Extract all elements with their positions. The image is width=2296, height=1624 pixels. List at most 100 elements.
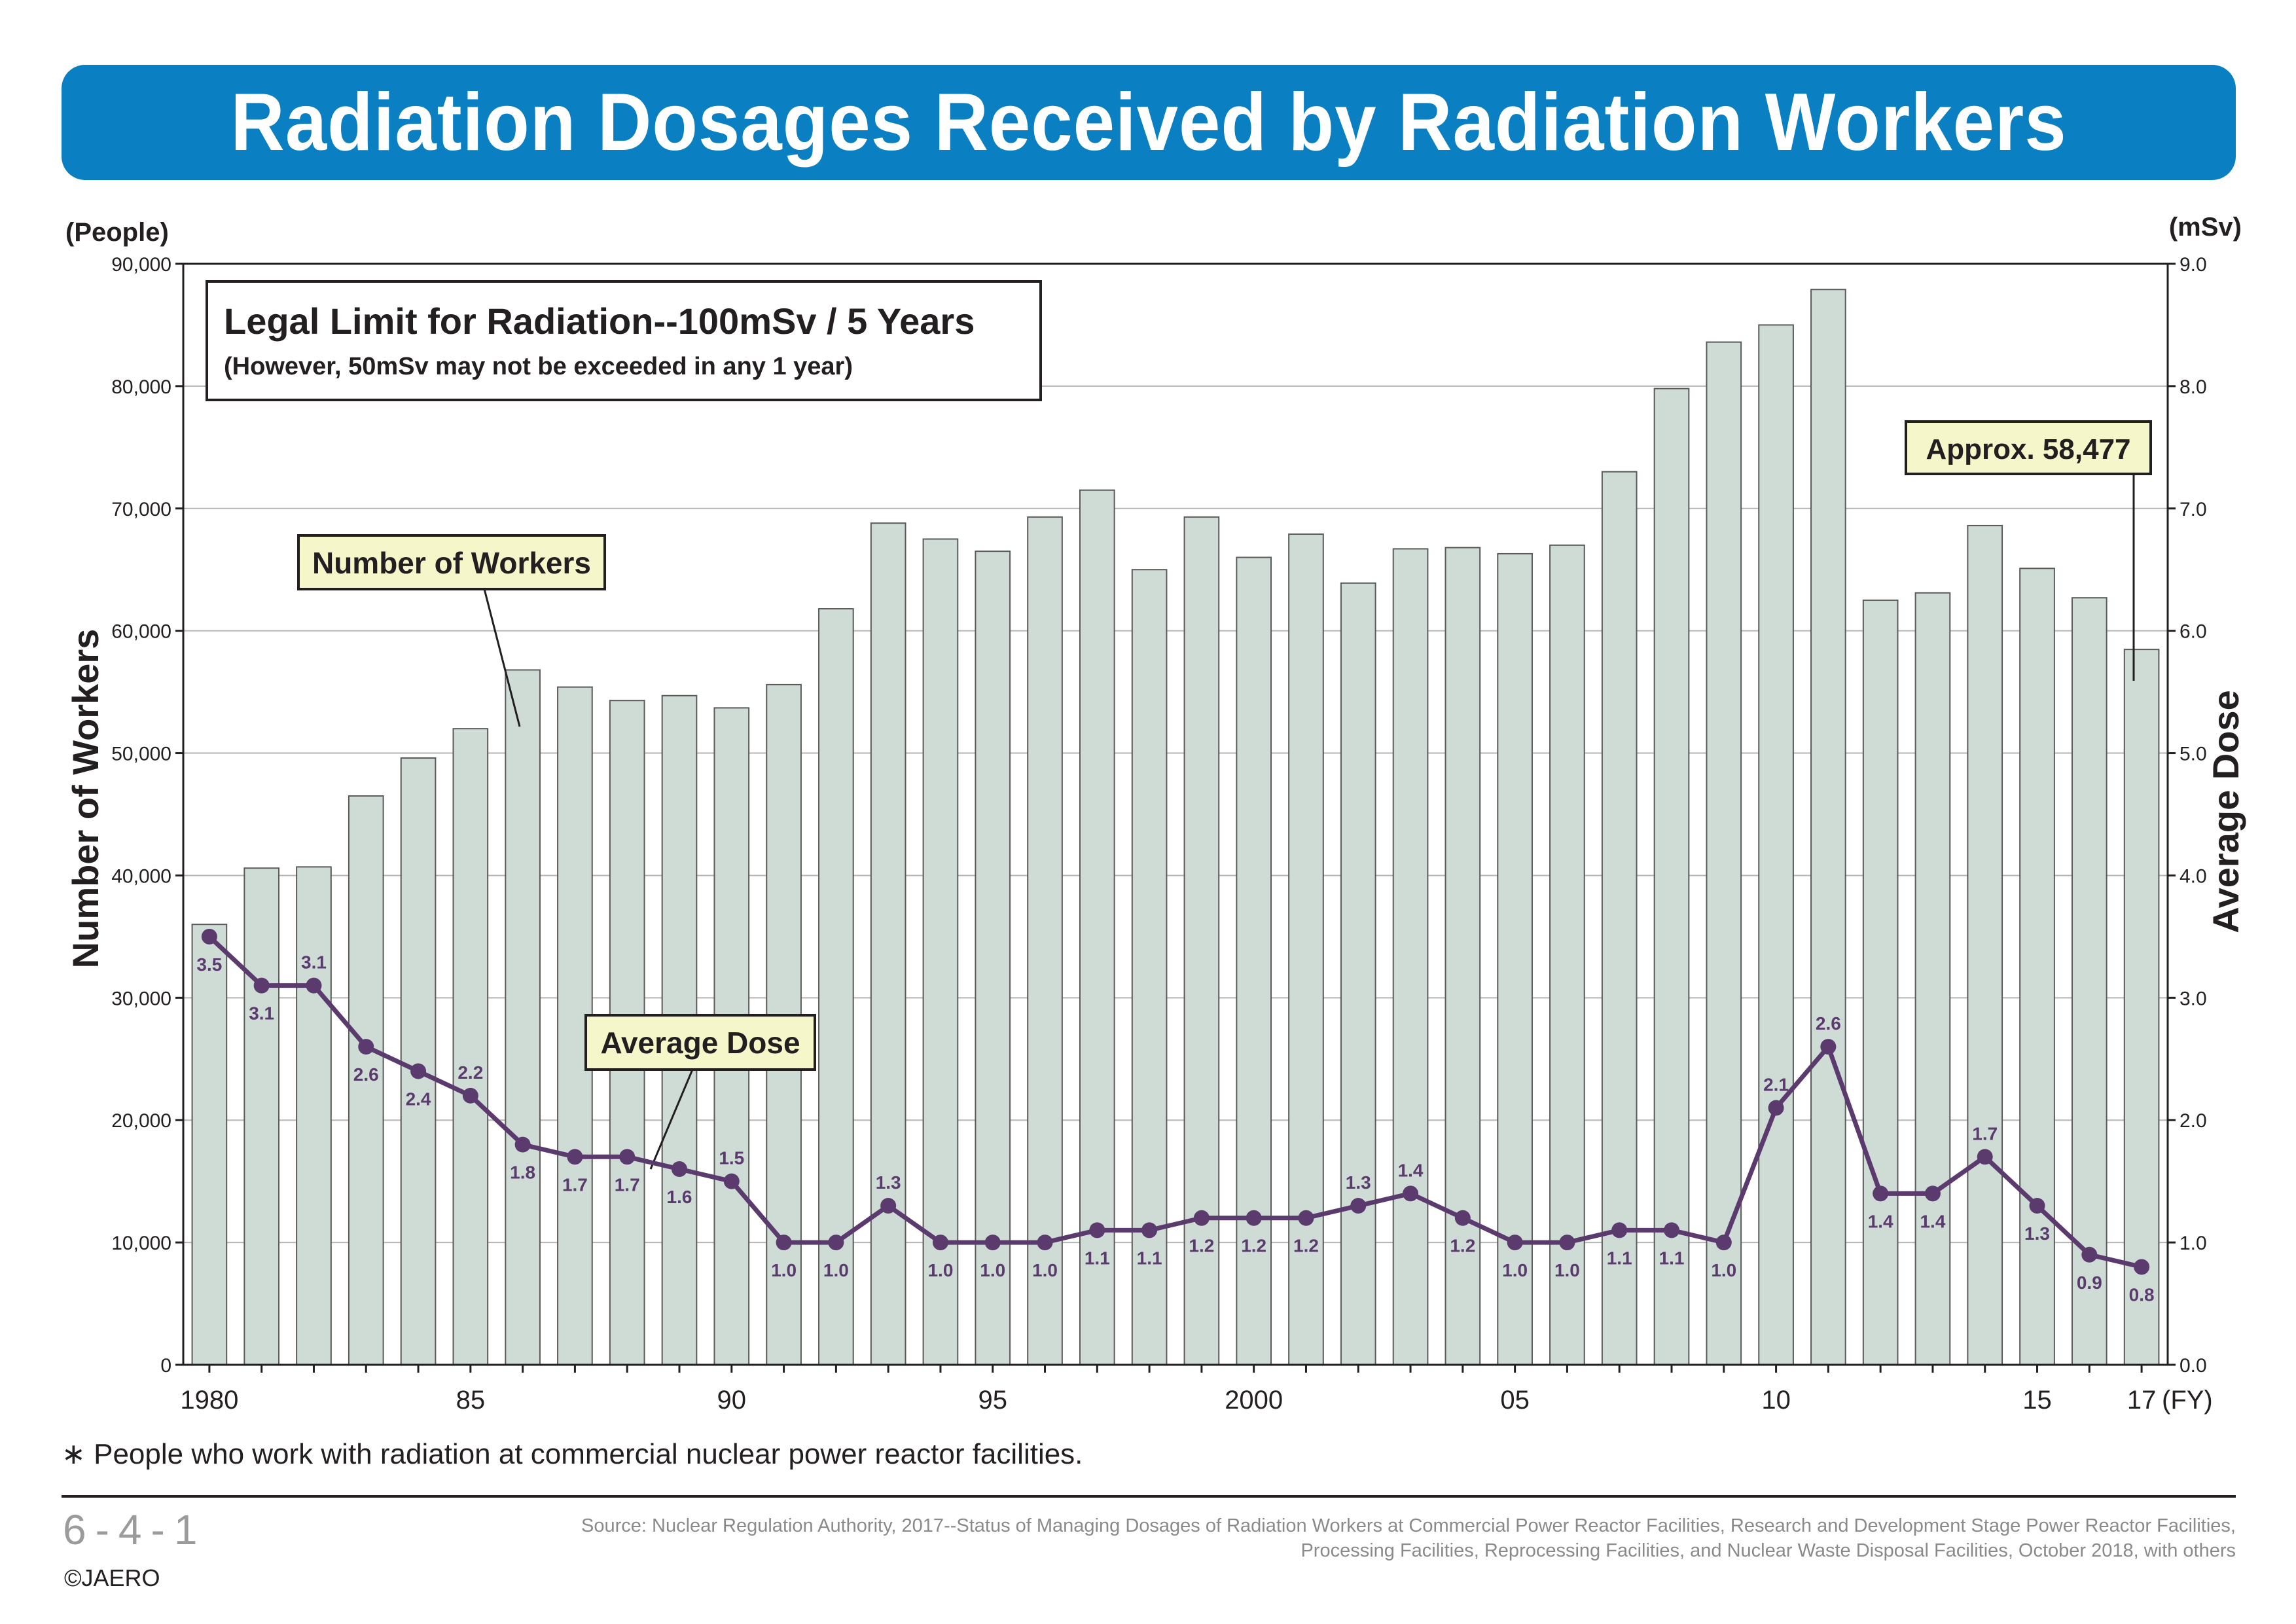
bar-workers	[1810, 289, 1846, 1365]
dose-point	[1403, 1185, 1419, 1202]
right-tick-label: 3.0	[2179, 988, 2207, 1009]
bar-workers	[1914, 592, 1951, 1366]
page-title: Radiation Dosages Received by Radiation …	[230, 77, 2067, 168]
bar-workers	[1967, 524, 2003, 1365]
dose-point	[567, 1149, 583, 1165]
dose-label: 0.8	[2129, 1284, 2155, 1305]
right-tick-label: 4.0	[2179, 865, 2207, 887]
dose-point	[1454, 1210, 1471, 1226]
right-tick-label: 1.0	[2179, 1233, 2207, 1254]
bar-workers	[2123, 649, 2160, 1365]
dose-point	[1924, 1185, 1941, 1202]
dose-point	[1977, 1149, 1993, 1165]
dose-label: 1.2	[1241, 1236, 1266, 1256]
dose-label: 2.6	[1816, 1013, 1841, 1034]
dose-point	[201, 928, 217, 945]
bar-workers	[400, 757, 437, 1365]
right-tick-label: 2.0	[2179, 1110, 2207, 1132]
bar-workers	[1653, 388, 1690, 1365]
dose-label: 1.5	[719, 1148, 744, 1168]
dose-point	[1611, 1222, 1628, 1238]
bar-workers	[1758, 324, 1794, 1365]
bar-workers	[922, 538, 959, 1365]
bar-workers	[1236, 556, 1272, 1365]
bars	[191, 289, 2160, 1366]
dose-point	[1507, 1235, 1523, 1251]
bar-workers	[1027, 516, 1063, 1365]
dose-point	[253, 977, 270, 994]
dose-point	[2134, 1259, 2150, 1275]
source-note: Source: Nuclear Regulation Authority, 20…	[403, 1513, 2236, 1563]
dose-label: 1.0	[1032, 1260, 1058, 1280]
dose-label: 1.1	[1137, 1248, 1162, 1268]
dose-point	[514, 1136, 531, 1153]
x-tick-label: 05	[1500, 1386, 1530, 1415]
dose-point	[2029, 1198, 2045, 1214]
dose-label: 1.0	[771, 1260, 797, 1280]
left-axis-title: Number of Workers	[65, 629, 106, 969]
dose-point	[828, 1235, 844, 1251]
dose-label: 1.0	[980, 1260, 1005, 1280]
dose-label: 2.4	[406, 1089, 431, 1109]
latest-callout: Approx. 58,477	[1905, 420, 2152, 681]
dose-point	[1820, 1039, 1837, 1055]
left-tick-label: 60,000	[111, 621, 171, 643]
dose-point	[1193, 1210, 1210, 1226]
latest-callout-label: Approx. 58,477	[1926, 433, 2130, 465]
left-tick-label: 10,000	[111, 1233, 171, 1254]
workers-callout-label: Number of Workers	[312, 546, 591, 580]
bar-workers	[1549, 544, 1585, 1365]
right-tick-label: 9.0	[2179, 254, 2207, 276]
dose-point	[932, 1235, 948, 1251]
bar-workers	[2019, 568, 2055, 1365]
left-tick-label: 90,000	[111, 254, 171, 276]
dose-label: 1.1	[1085, 1248, 1110, 1268]
bar-workers	[296, 866, 332, 1365]
left-tick-label: 80,000	[111, 376, 171, 398]
right-tick-label: 8.0	[2179, 376, 2207, 398]
dose-point	[1768, 1100, 1784, 1116]
dose-point	[672, 1161, 687, 1177]
left-axis-unit: (People)	[65, 218, 169, 247]
copyright: ©JAERO	[64, 1564, 160, 1591]
bar-workers	[505, 669, 541, 1366]
source-line-1: Source: Nuclear Regulation Authority, 20…	[581, 1515, 2236, 1536]
dose-line-layer	[201, 928, 2150, 1275]
dose-label: 2.2	[457, 1062, 483, 1083]
dose-label: 1.0	[1711, 1260, 1736, 1280]
left-tick-label: 0	[160, 1355, 171, 1377]
dose-label: 2.1	[1763, 1075, 1789, 1095]
right-tick-label: 6.0	[2179, 621, 2207, 643]
bar-workers	[2071, 597, 2108, 1365]
source-line-2: Processing Facilities, Reprocessing Faci…	[1300, 1540, 2236, 1561]
dose-label: 1.6	[667, 1187, 692, 1207]
dose-point	[1350, 1198, 1367, 1214]
footnote: ∗ People who work with radiation at comm…	[62, 1438, 1083, 1470]
bar-workers	[818, 608, 854, 1366]
axes: 0 10,000 20,000 30,000 40,000 50,000 60,000 70,…	[111, 254, 2206, 1415]
figure-code: 6-4-1	[63, 1506, 207, 1553]
dose-point	[1873, 1185, 1889, 1202]
dose-point	[776, 1235, 792, 1251]
dose-point	[410, 1063, 427, 1079]
dose-point	[1664, 1222, 1679, 1238]
plot-frame	[182, 262, 2169, 1366]
dose-label: 1.8	[510, 1163, 535, 1183]
dose-label: 3.1	[249, 1003, 274, 1024]
dose-label: 1.3	[876, 1172, 901, 1193]
dose-label: 1.0	[1554, 1260, 1580, 1280]
dose-point	[1559, 1235, 1575, 1251]
bar-workers	[1862, 599, 1899, 1365]
dose-point	[1715, 1235, 1732, 1251]
x-axis-unit: (FY)	[2162, 1386, 2213, 1415]
bar-workers	[1497, 552, 1533, 1366]
dose-point	[306, 977, 322, 994]
dose-line	[207, 935, 2142, 1269]
dose-label: 1.0	[1502, 1260, 1528, 1280]
dose-label: 1.3	[1346, 1172, 1371, 1193]
x-tick-label: 15	[2022, 1386, 2052, 1415]
x-tick-label: 95	[978, 1386, 1007, 1415]
dose-label: 1.4	[1868, 1211, 1893, 1231]
dose-point	[2081, 1246, 2098, 1263]
